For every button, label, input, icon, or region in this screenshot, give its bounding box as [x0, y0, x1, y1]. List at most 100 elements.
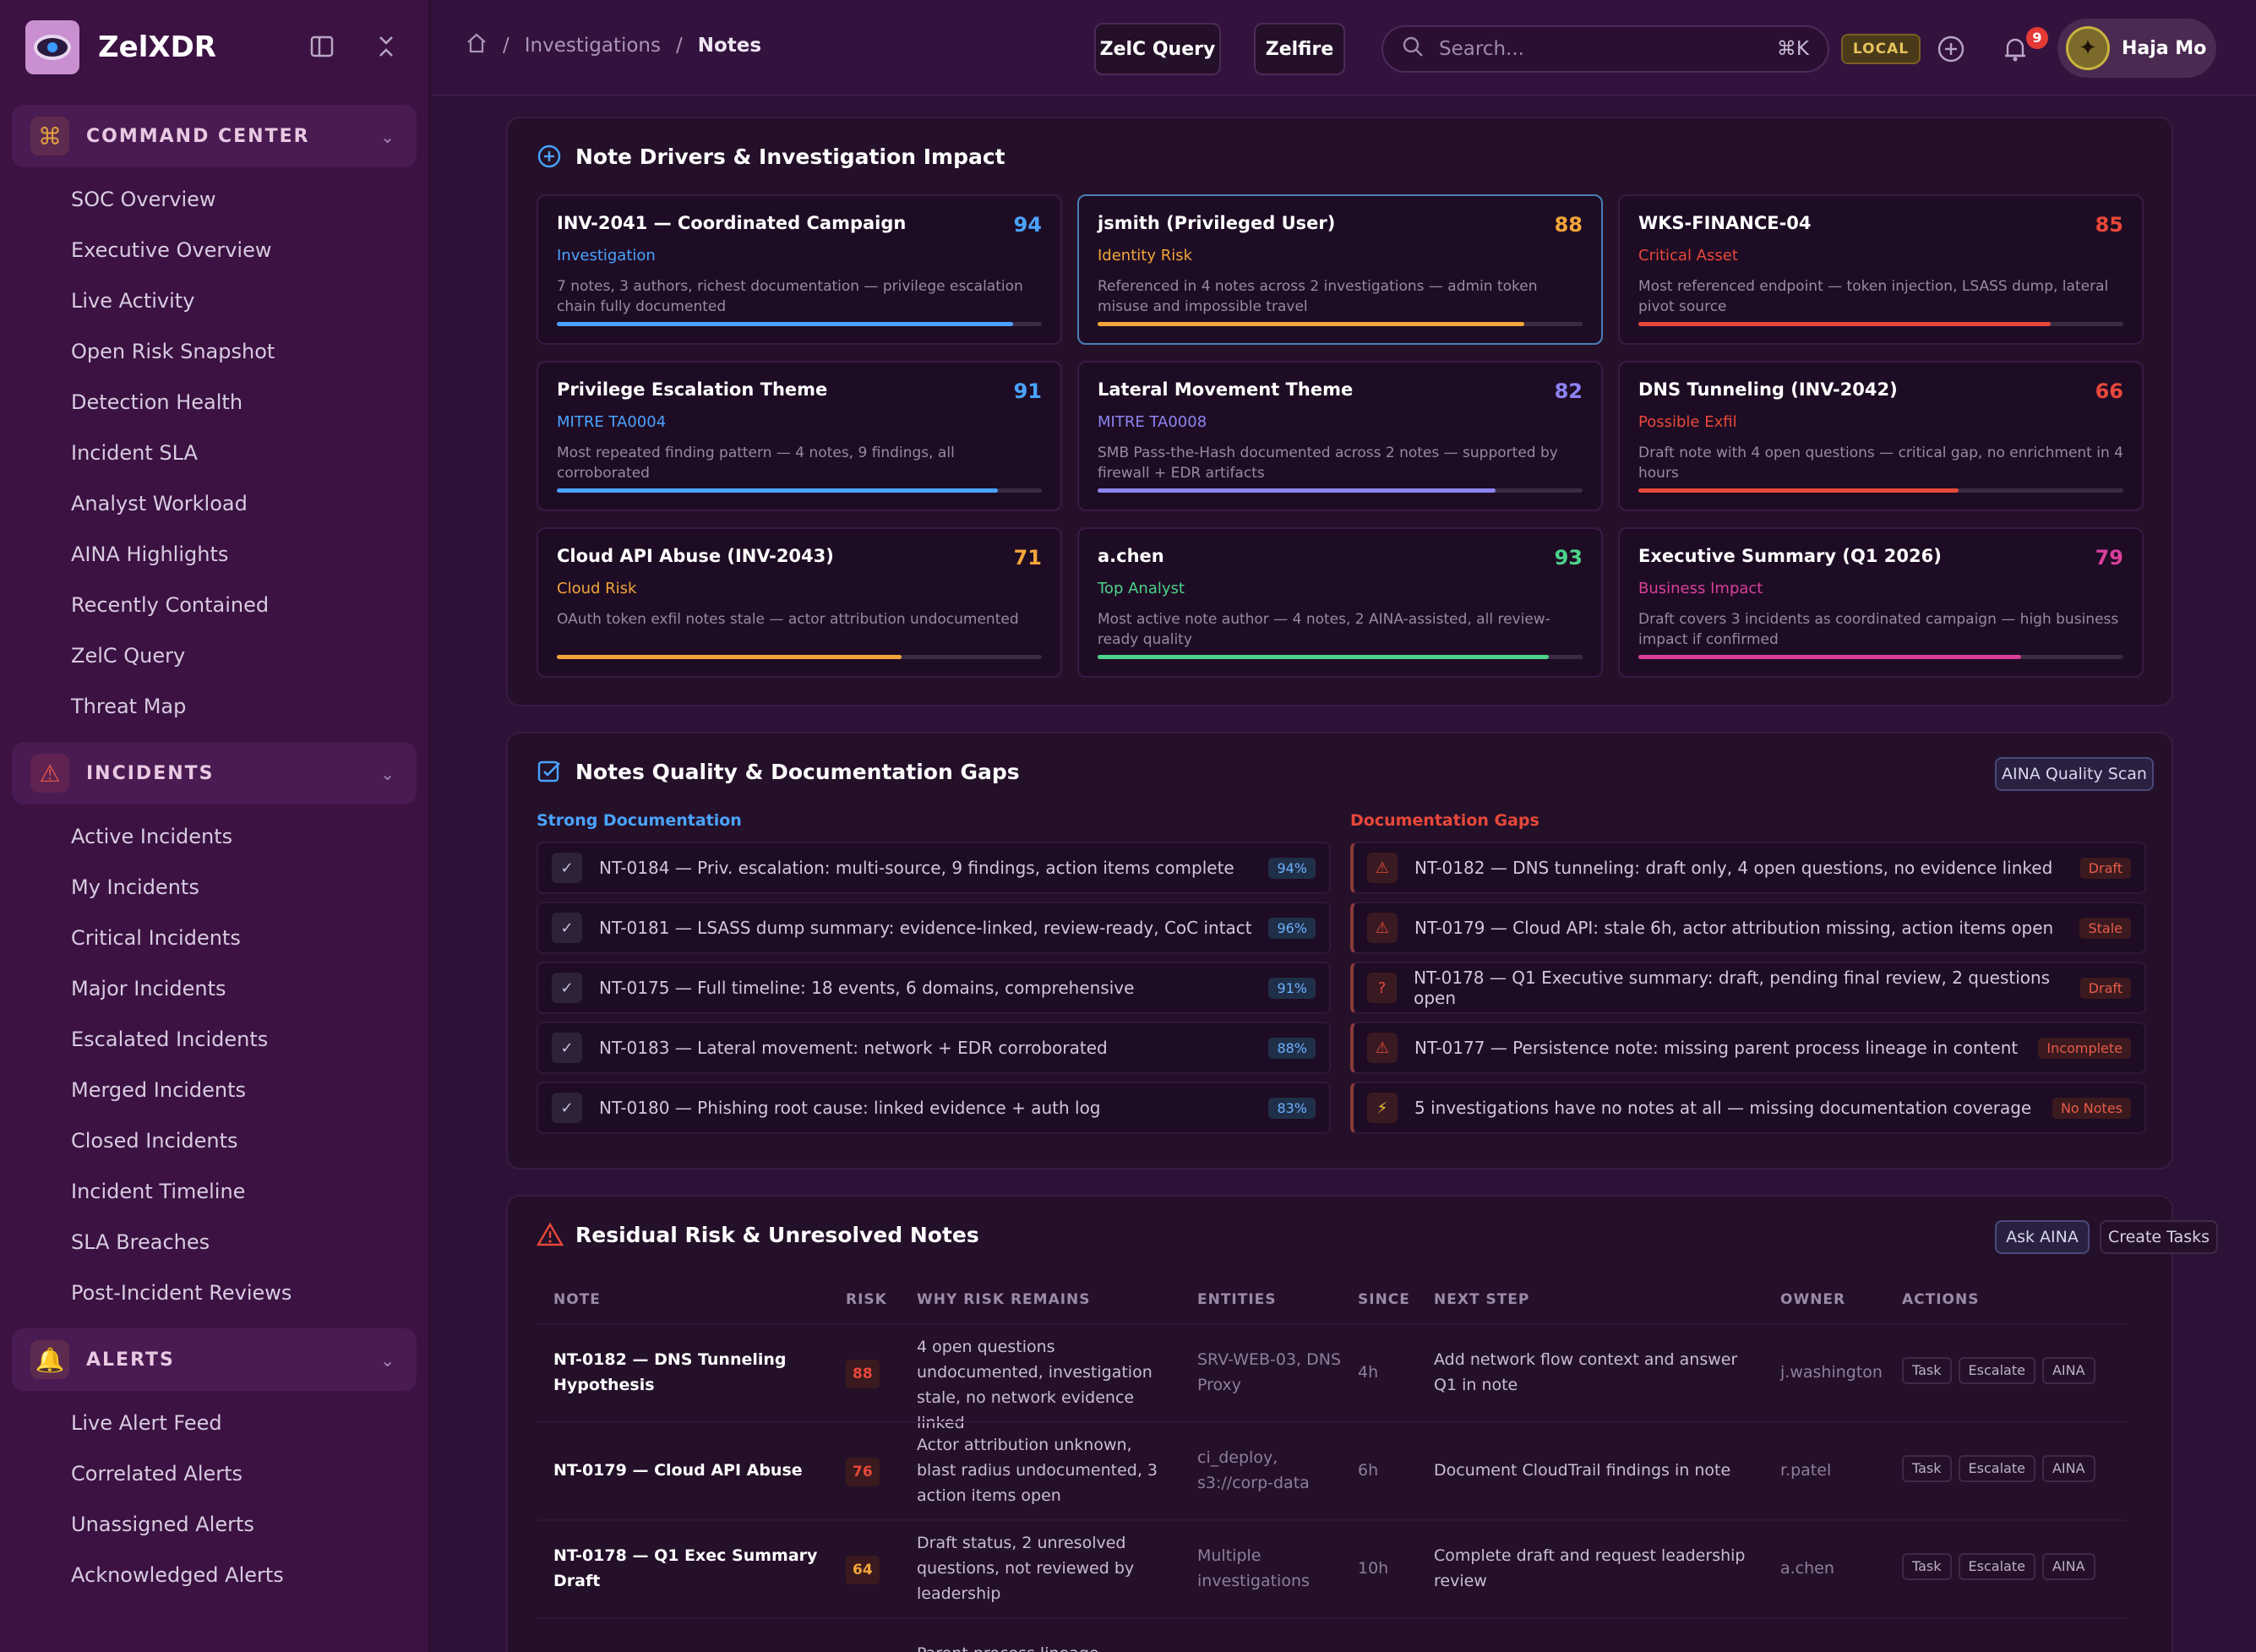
card-category: Top Analyst — [1098, 580, 1185, 597]
sidebar-item-incident-timeline[interactable]: Incident Timeline — [71, 1180, 246, 1203]
gap-item[interactable]: ⚠ NT-0179 — Cloud API: stale 6h, actor at… — [1350, 902, 2146, 954]
card-category: MITRE TA0004 — [557, 413, 667, 431]
add-icon[interactable] — [1936, 34, 1966, 64]
create-tasks-button[interactable]: Create Tasks — [2100, 1220, 2218, 1254]
strong-item[interactable]: ✓ NT-0184 — Priv. escalation: multi-sourc… — [537, 842, 1331, 894]
sidebar-item-open-risk-snapshot[interactable]: Open Risk Snapshot — [71, 340, 275, 363]
sidebar-item-analyst-workload[interactable]: Analyst Workload — [71, 492, 248, 515]
search-input[interactable]: Search... ⌘K — [1381, 25, 1829, 73]
sidebar-item-live-alert-feed[interactable]: Live Alert Feed — [71, 1411, 222, 1435]
sidebar-item-major-incidents[interactable]: Major Incidents — [71, 977, 226, 1000]
sidebar-item-my-incidents[interactable]: My Incidents — [71, 875, 199, 899]
gap-item[interactable]: ⚠ NT-0182 — DNS tunneling: draft only, 4 … — [1350, 842, 2146, 894]
sidebar-item-executive-overview[interactable]: Executive Overview — [71, 238, 272, 262]
item-text: 5 investigations have no notes at all — … — [1414, 1098, 2032, 1118]
collapse-icon[interactable] — [373, 34, 399, 59]
strong-item[interactable]: ✓ NT-0181 — LSASS dump summary: evidence-… — [537, 902, 1331, 954]
driver-card[interactable]: Executive Summary (Q1 2026) 79 Business Im… — [1618, 527, 2144, 678]
gap-item[interactable]: ⚡ 5 investigations have no notes at all —… — [1350, 1082, 2146, 1134]
card-score: 94 — [1013, 213, 1042, 237]
escalate-button[interactable]: Escalate — [1958, 1455, 2035, 1482]
driver-card[interactable]: INV-2041 — Coordinated Campaign 94 Investi… — [537, 194, 1062, 345]
aina-button[interactable]: AINA — [2041, 1553, 2095, 1580]
eye-logo-icon — [34, 35, 71, 60]
driver-card[interactable]: Lateral Movement Theme 82 MITRE TA0008 SMB … — [1077, 361, 1603, 511]
sidebar-item-merged-incidents[interactable]: Merged Incidents — [71, 1078, 247, 1102]
aina-button[interactable]: AINA — [2041, 1357, 2095, 1384]
since: 4h — [1358, 1363, 1379, 1382]
zelc-query-button[interactable]: ZelC Query — [1094, 23, 1221, 75]
sidebar-item-sla-breaches[interactable]: SLA Breaches — [71, 1230, 210, 1254]
status-tag: Incomplete — [2038, 1037, 2131, 1059]
sidebar-item-threat-map[interactable]: Threat Map — [71, 695, 187, 718]
chevron-down-icon[interactable]: ⌄ — [380, 764, 395, 784]
table-row[interactable] — [537, 1617, 2127, 1652]
task-button[interactable]: Task — [1902, 1357, 1952, 1384]
item-text: NT-0182 — DNS tunneling: draft only, 4 o… — [1414, 858, 2053, 878]
strong-item[interactable]: ✓ NT-0180 — Phishing root cause: linked e… — [537, 1082, 1331, 1134]
escalate-button[interactable]: Escalate — [1958, 1357, 2035, 1384]
sidebar-item-soc-overview[interactable]: SOC Overview — [71, 188, 216, 211]
driver-card[interactable]: Cloud API Abuse (INV-2043) 71 Cloud Risk OA… — [537, 527, 1062, 678]
bell-icon[interactable] — [2000, 34, 2030, 64]
task-button[interactable]: Task — [1902, 1553, 1952, 1580]
zelfire-button[interactable]: Zelfire — [1254, 23, 1345, 75]
card-description: Draft note with 4 open questions — criti… — [1638, 444, 2123, 482]
section-alerts[interactable]: 🔔 ALERTS ⌄ — [12, 1328, 417, 1391]
sidebar-item-recently-contained[interactable]: Recently Contained — [71, 593, 270, 617]
sidebar-item-aina-highlights[interactable]: AINA Highlights — [71, 542, 229, 566]
sidebar-item-acknowledged-alerts[interactable]: Acknowledged Alerts — [71, 1563, 284, 1587]
card-score: 91 — [1013, 379, 1042, 403]
table-row[interactable] — [537, 1421, 2127, 1519]
aina-button[interactable]: AINA — [2041, 1455, 2095, 1482]
card-score: 79 — [2095, 546, 2123, 570]
sidebar-item-post-incident-reviews[interactable]: Post-Incident Reviews — [71, 1281, 292, 1305]
sidebar-item-escalated-incidents[interactable]: Escalated Incidents — [71, 1028, 269, 1051]
task-button[interactable]: Task — [1902, 1455, 1952, 1482]
sidebar-item-critical-incidents[interactable]: Critical Incidents — [71, 926, 241, 950]
section-items: SOC Overview Executive Overview Live Activ… — [0, 167, 428, 732]
driver-card[interactable]: a.chen 93 Top Analyst Most active note auth… — [1077, 527, 1603, 678]
sidebar-item-incident-sla[interactable]: Incident SLA — [71, 441, 198, 465]
driver-card[interactable]: DNS Tunneling (INV-2042) 66 Possible Exfil… — [1618, 361, 2144, 511]
score-bar-fill — [1638, 322, 2051, 326]
driver-card[interactable]: Privilege Escalation Theme 91 MITRE TA0004… — [537, 361, 1062, 511]
quality-score: 91% — [1268, 977, 1316, 999]
section-command-center[interactable]: ⌘ COMMAND CENTER ⌄ — [12, 105, 417, 167]
home-icon[interactable] — [466, 32, 488, 59]
escalate-button[interactable]: Escalate — [1958, 1553, 2035, 1580]
aina-quality-scan-button[interactable]: AINA Quality Scan — [1995, 757, 2154, 791]
status-tag: Draft — [2079, 857, 2131, 879]
sidebar-item-correlated-alerts[interactable]: Correlated Alerts — [71, 1462, 243, 1486]
item-text: NT-0180 — Phishing root cause: linked ev… — [599, 1098, 1101, 1118]
gap-item[interactable]: ⚠ NT-0177 — Persistence note: missing par… — [1350, 1022, 2146, 1074]
warning-triangle-icon — [536, 1222, 564, 1247]
user-menu[interactable]: ✦ Haja Mo — [2057, 19, 2216, 78]
section-incidents[interactable]: ⚠ INCIDENTS ⌄ — [12, 742, 417, 804]
sidebar-item-closed-incidents[interactable]: Closed Incidents — [71, 1129, 238, 1153]
ask-aina-button[interactable]: Ask AINA — [1995, 1220, 2090, 1254]
risk-cell: 64 — [846, 1556, 880, 1584]
driver-card[interactable]: WKS-FINANCE-04 85 Critical Asset Most refer… — [1618, 194, 2144, 345]
strong-item[interactable]: ✓ NT-0183 — Lateral movement: network + E… — [537, 1022, 1331, 1074]
table-row[interactable] — [537, 1519, 2127, 1617]
score-bar — [1098, 488, 1583, 493]
sidebar-item-unassigned-alerts[interactable]: Unassigned Alerts — [71, 1513, 254, 1536]
panel-title: Notes Quality & Documentation Gaps — [575, 759, 1020, 784]
next-step: Add network flow context and answer Q1 i… — [1434, 1350, 1738, 1394]
section-items: Active Incidents My Incidents Critical Inc… — [0, 804, 428, 1318]
sidebar-toggle-icon[interactable] — [309, 34, 335, 59]
sidebar-item-live-activity[interactable]: Live Activity — [71, 289, 195, 313]
sidebar-item-active-incidents[interactable]: Active Incidents — [71, 825, 233, 848]
strong-item[interactable]: ✓ NT-0175 — Full timeline: 18 events, 6 d… — [537, 962, 1331, 1014]
breadcrumb-investigations[interactable]: Investigations — [524, 35, 661, 57]
chevron-down-icon[interactable]: ⌄ — [380, 127, 395, 147]
risk-reason: Actor attribution unknown, blast radius … — [917, 1436, 1158, 1505]
gap-item[interactable]: ? NT-0178 — Q1 Executive summary: draft, … — [1350, 962, 2146, 1014]
table-row[interactable] — [537, 1323, 2127, 1421]
driver-card[interactable]: jsmith (Privileged User) 88 Identity Risk R… — [1077, 194, 1603, 345]
sidebar-item-zelc-query[interactable]: ZelC Query — [71, 644, 186, 668]
chevron-down-icon[interactable]: ⌄ — [380, 1350, 395, 1371]
sidebar-item-detection-health[interactable]: Detection Health — [71, 390, 243, 414]
score-bar — [557, 655, 1042, 659]
